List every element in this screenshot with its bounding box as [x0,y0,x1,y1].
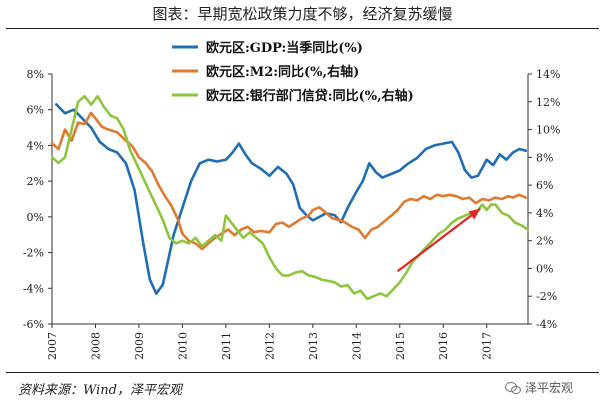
right-tick-label: 10% [536,124,560,137]
right-tick-label: -2% [536,290,557,303]
x-tick-label: 2013 [307,332,320,360]
left-tick-label: 6% [27,104,44,117]
legend-label-2: 欧元区:M2:同比(%,右轴) [206,64,359,80]
trend-arrow-line [396,207,481,273]
left-tick-label: 4% [27,139,44,152]
left-tick-label: -6% [23,318,44,331]
right-tick-label: 4% [536,207,553,220]
series-line-1 [55,103,528,295]
legend-label-3: 欧元区:银行部门信贷:同比(%,右轴) [206,88,414,104]
left-tick-label: -4% [23,282,44,295]
x-tick-label: 2015 [394,332,407,360]
watermark: 泽平宏观 [505,379,573,396]
x-tick-label: 2014 [350,332,363,360]
x-tick-label: 2011 [220,332,233,360]
right-tick-label: 12% [536,96,560,109]
right-tick-label: 0% [536,262,553,275]
right-tick-label: -4% [536,318,557,331]
x-tick-label: 2017 [481,332,494,360]
x-tick-label: 2009 [133,332,146,360]
left-tick-label: 2% [27,175,44,188]
x-tick-label: 2007 [46,332,59,360]
watermark-text: 泽平宏观 [525,381,574,395]
x-tick-label: 2008 [89,332,102,360]
left-tick-label: -2% [23,247,44,260]
source-note: 资料来源：Wind，泽平宏观 [18,383,182,398]
bottom-rule [6,372,599,373]
trend-arrow-head [468,208,481,220]
series-line-3 [50,94,530,301]
left-tick-label: 0% [27,211,44,224]
right-tick-label: 14% [536,68,560,81]
x-tick-label: 2016 [437,332,450,360]
x-tick-label: 2012 [263,332,276,360]
right-tick-label: 8% [536,151,553,164]
legend-label-1: 欧元区:GDP:当季同比(%) [206,40,363,56]
left-tick-label: 8% [27,68,44,81]
chart-title: 图表：早期宽松政策力度不够，经济复苏缓慢 [152,5,453,23]
x-tick-label: 2010 [176,332,189,360]
series-line-2 [50,111,528,251]
wechat-logo-icon [505,381,521,394]
right-tick-label: 6% [536,179,553,192]
right-tick-label: 2% [536,235,553,248]
top-rule [6,28,599,29]
